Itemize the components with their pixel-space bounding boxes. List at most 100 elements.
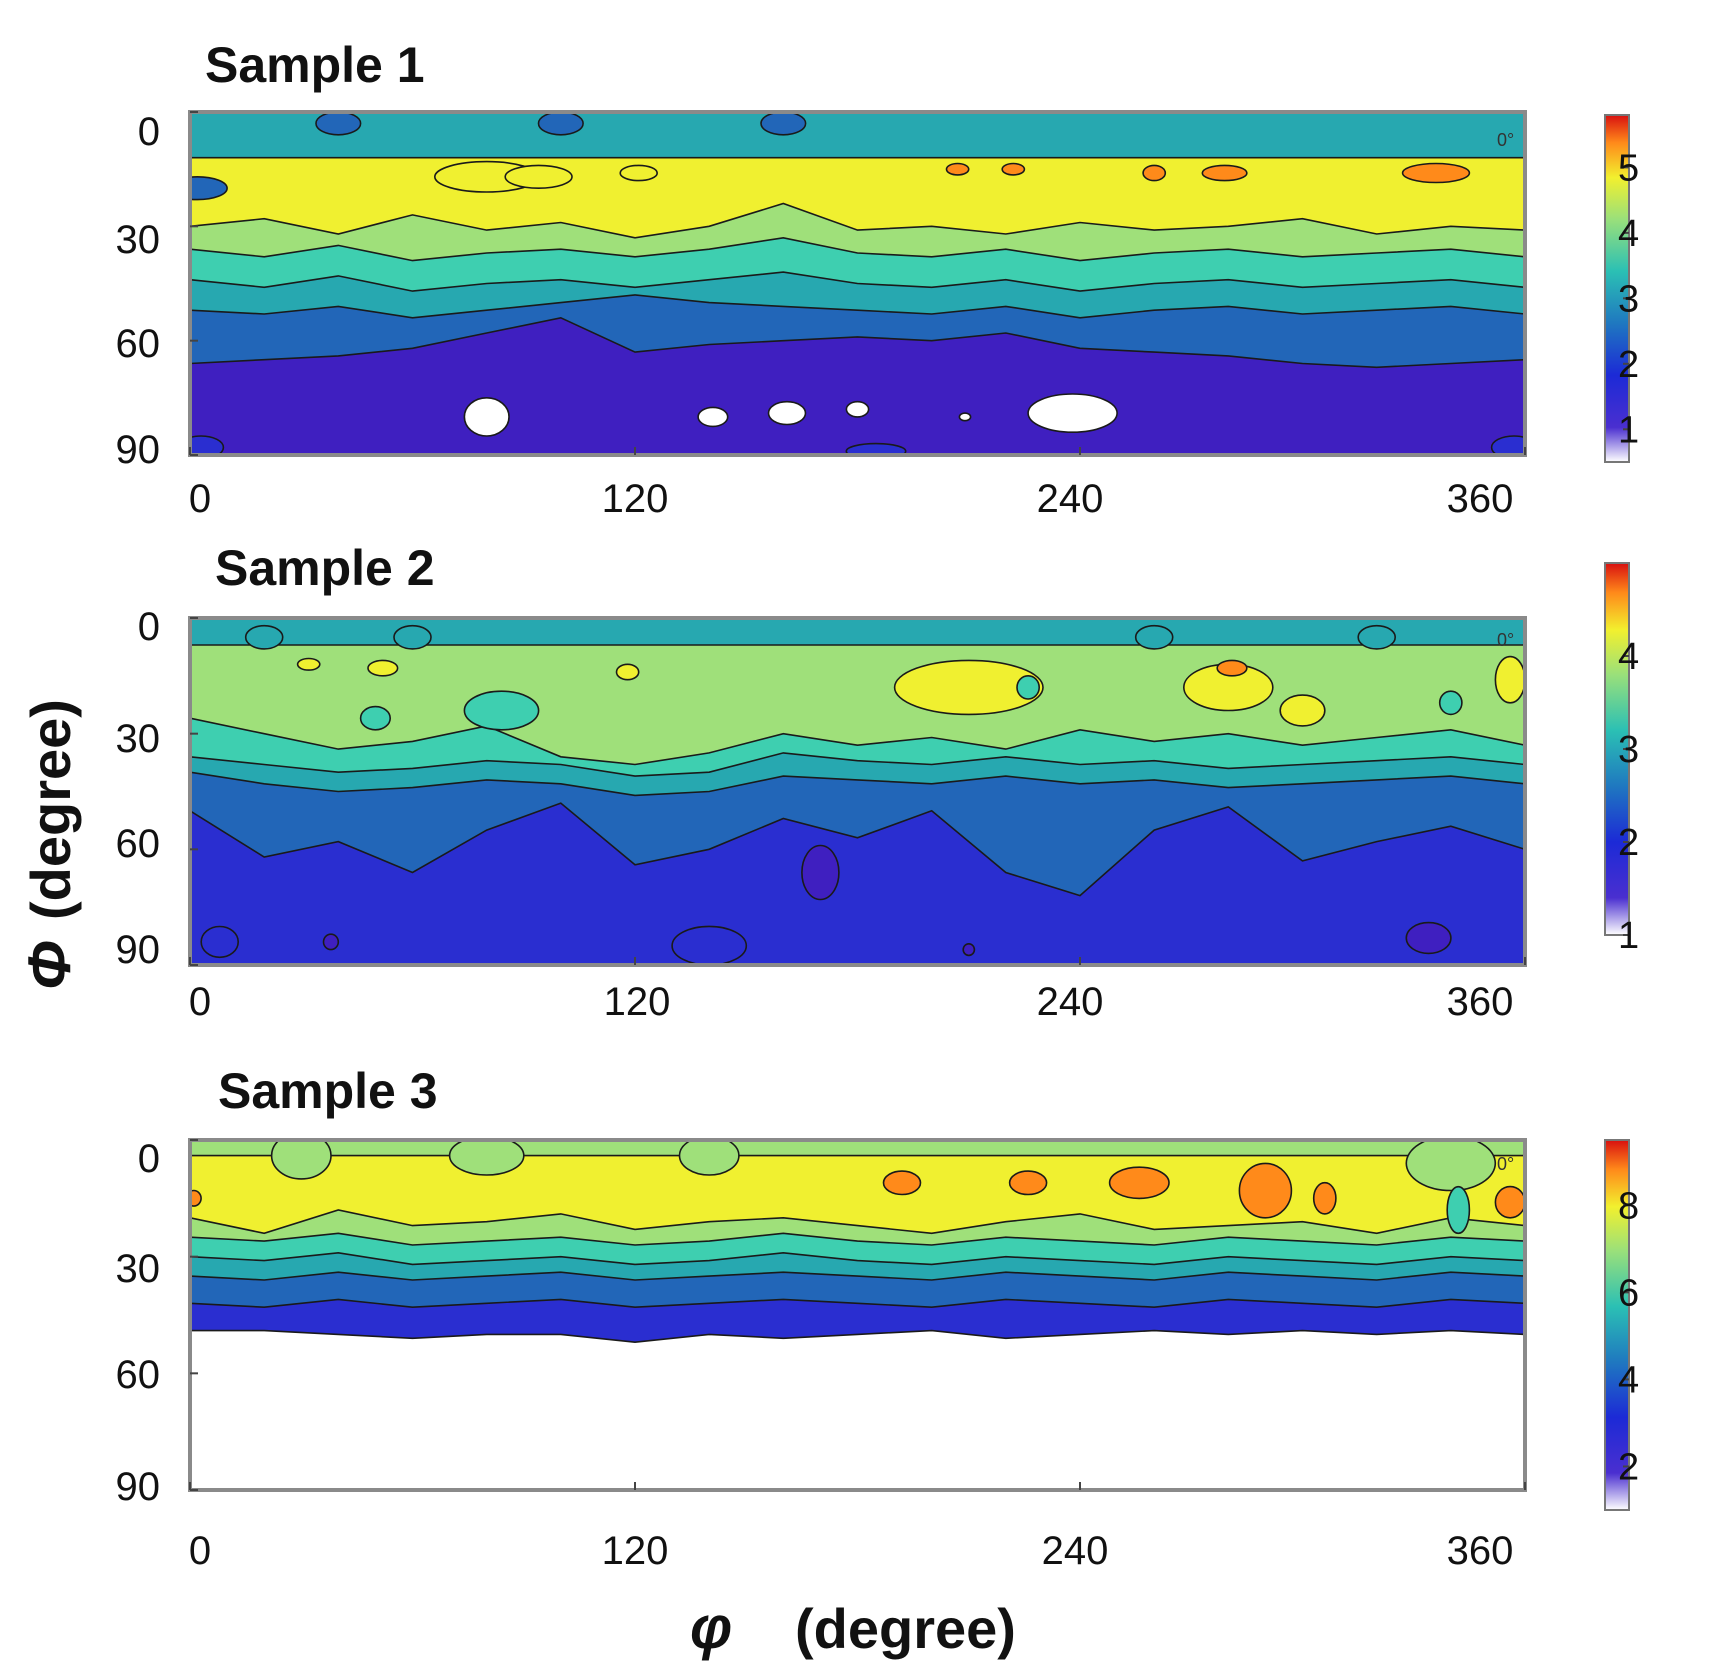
colorbar-tick: 4 (1618, 213, 1639, 255)
contour-spot (1008, 1170, 1048, 1196)
x-tick: 360 (1447, 477, 1514, 521)
contour-spot (190, 1189, 202, 1207)
contour-spot (1108, 1166, 1170, 1200)
y-tick-labels: 0 30 60 90 (116, 605, 161, 972)
colorbar-tick: 3 (1618, 278, 1639, 320)
y-tick-labels: 0 30 60 90 (116, 1137, 161, 1509)
colorbar (1604, 562, 1630, 936)
contour-band (190, 1140, 1525, 1157)
contour-band (190, 618, 1525, 766)
contour-spot (359, 705, 392, 731)
colorbar-tick: 2 (1618, 1447, 1639, 1489)
contour-spot (1001, 162, 1026, 176)
contour-spot (1312, 1181, 1337, 1215)
contour-spot (1279, 694, 1326, 727)
contour-spot (671, 925, 748, 965)
contour-spot (244, 624, 284, 650)
contour-spot (882, 1170, 922, 1196)
colorbar-tick: 4 (1618, 1359, 1639, 1401)
plot-frame (188, 110, 1527, 457)
colorbar-scale (1604, 1139, 1630, 1511)
contour-spot (1134, 624, 1174, 650)
contour-band (190, 618, 1525, 646)
contour-spot (697, 406, 729, 428)
y-tick: 90 (116, 428, 161, 472)
contour-spot (1357, 624, 1396, 650)
contour-spot (463, 396, 510, 437)
x-tick: 360 (1447, 980, 1514, 1024)
colorbar-tick: 2 (1618, 344, 1639, 386)
contour-spot (463, 690, 540, 731)
contour-spot (1027, 393, 1118, 434)
contour-spot (448, 1140, 525, 1176)
panel-title: Sample 2 (215, 540, 435, 596)
contour-spot (1405, 921, 1452, 955)
contour-spot (270, 1140, 332, 1180)
x-tick-labels: 0 120 240 360 (189, 1529, 1514, 1573)
contour-spot (537, 112, 584, 136)
panel-sample-3: Sample 3 0 30 60 90 0 120 240 360 2 4 6 … (116, 1063, 1640, 1573)
colorbar (1604, 1139, 1630, 1511)
x-tick: 0 (189, 477, 211, 521)
y-tick: 60 (116, 1353, 161, 1397)
y-tick: 60 (116, 822, 161, 866)
contour-spot (678, 1140, 740, 1176)
panel-title: Sample 3 (218, 1063, 438, 1119)
x-tick-labels: 0 120 240 360 (189, 980, 1514, 1024)
y-tick: 30 (116, 1247, 161, 1291)
contour-spot (1490, 435, 1525, 455)
contour-spot (200, 925, 239, 959)
plot-frame (188, 1138, 1527, 1492)
colorbar (1604, 114, 1630, 463)
contour-spot (1201, 164, 1248, 182)
y-axis-label: (degree) (19, 699, 82, 920)
heatmap-plot (190, 618, 1525, 965)
x-tick: 240 (1037, 980, 1104, 1024)
contour-spot (393, 624, 432, 650)
colorbar-tick: 8 (1618, 1185, 1639, 1227)
colorbar-scale (1604, 114, 1630, 463)
heatmap-plot (190, 112, 1525, 455)
y-tick: 30 (116, 717, 161, 761)
pole-label: 0° (1497, 1154, 1514, 1174)
colorbar-tick-labels: 1 2 3 4 5 (1618, 147, 1639, 451)
y-tick-labels: 0 30 60 90 (116, 110, 161, 472)
contour-spot (1494, 1185, 1525, 1219)
colorbar-tick-labels: 1 2 3 4 (1618, 636, 1639, 957)
panel-sample-2: Sample 2 0 30 60 90 0 120 240 360 1 2 3 … (116, 540, 1640, 1024)
panel-title: Sample 1 (205, 37, 425, 93)
colorbar-tick: 5 (1618, 147, 1639, 189)
contour-spot (760, 112, 807, 136)
contour-spot (315, 112, 362, 136)
contour-spot (1238, 1162, 1293, 1219)
contour-spot (958, 412, 972, 422)
y-tick: 90 (116, 1465, 161, 1509)
contour-band (190, 112, 1525, 159)
x-tick: 120 (602, 1529, 669, 1573)
contour-spot (801, 844, 840, 901)
contour-spot (945, 162, 970, 176)
contour-spot (1494, 655, 1525, 704)
pole-label: 0° (1497, 630, 1514, 650)
contour-band (190, 1140, 1525, 1235)
heatmap-plot (190, 1140, 1525, 1490)
contour-spot (1405, 1140, 1497, 1192)
x-tick-labels: 0 120 240 360 (189, 477, 1514, 521)
contour-spot (1016, 675, 1041, 700)
x-tick: 240 (1037, 477, 1104, 521)
contour-spot (845, 442, 907, 455)
x-tick: 0 (189, 980, 211, 1024)
plot-frame (188, 616, 1527, 967)
colorbar-tick: 1 (1618, 915, 1639, 957)
contour-spot (190, 435, 225, 455)
y-tick: 30 (116, 218, 161, 262)
pole-label: 0° (1497, 130, 1514, 150)
y-axis-symbol: Φ (16, 941, 83, 990)
colorbar-tick: 3 (1618, 729, 1639, 771)
y-tick: 60 (116, 322, 161, 366)
y-tick: 90 (116, 928, 161, 972)
y-tick: 0 (138, 110, 160, 154)
contour-spot (767, 400, 807, 426)
x-tick: 0 (189, 1529, 211, 1573)
colorbar-tick-labels: 2 4 6 8 (1618, 1185, 1639, 1488)
